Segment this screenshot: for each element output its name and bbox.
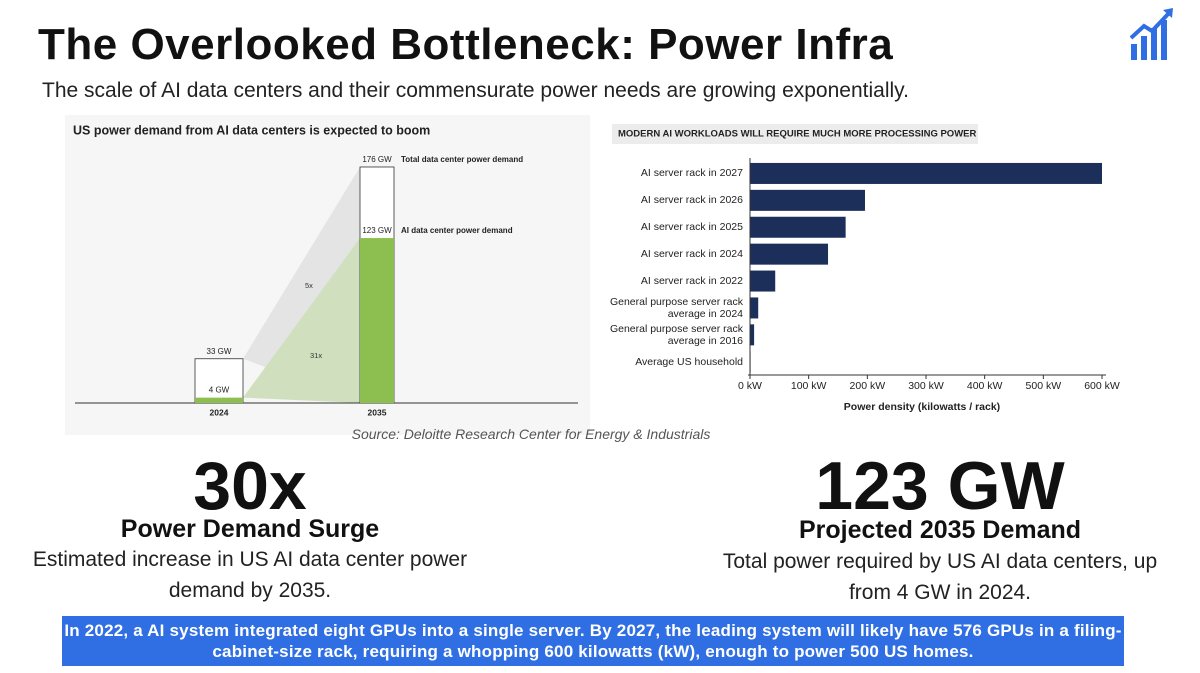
bar [360,238,394,403]
category-label: General purpose server rack average in 2… [609,295,743,320]
legend-label: AI data center power demand [401,226,513,235]
stat-description: Total power required by US AI data cente… [722,550,1158,604]
stat-description: Estimated increase in US AI data center … [32,548,468,602]
category-label: AI server rack in 2022 [640,275,743,288]
stat-heading: Power Demand Surge [120,515,380,543]
category-label: AI server rack in 2024 [640,248,743,261]
x-tick-label: 0 kW [738,380,762,392]
growth-wedge [243,238,360,403]
source-note: Source: Deloitte Research Center for Ene… [351,426,711,442]
x-tick-label: 300 kW [908,380,944,392]
x-tick-label: 400 kW [967,380,1003,392]
callout-banner: In 2022, a AI system integrated eight GP… [62,616,1124,666]
category-label: General purpose server rack average in 2… [609,322,743,347]
stat-value: 123 GW [815,448,1065,524]
demand-chart: US power demand from AI data centers is … [65,115,590,435]
category-label: AI server rack in 2027 [640,167,743,180]
value-label: 176 GW [362,155,392,164]
category-label: Average US household [635,355,743,368]
chart-title: US power demand from AI data centers is … [73,123,430,137]
x-axis-label: Power density (kilowatts / rack) [844,401,1000,413]
bar [750,270,776,292]
chart-title-background [612,124,978,144]
annotation: 31x [310,351,322,360]
x-tick-label: 200 kW [850,380,886,392]
value-label: 33 GW [207,347,232,356]
annotation: 5x [305,281,313,290]
category-label: AI server rack in 2026 [640,194,743,207]
x-tick-label: 2035 [368,407,387,417]
stat-heading: Projected 2035 Demand [798,516,1082,544]
bar [750,189,865,211]
value-label: 123 GW [362,226,392,235]
legend-label: Total data center power demand [401,155,523,164]
category-label: AI server rack in 2025 [640,221,743,234]
bar [750,216,846,238]
slide-subtitle: The scale of AI data centers and their c… [42,79,909,102]
bar [750,162,1102,184]
x-tick-label: 500 kW [1026,380,1062,392]
chart-title: MODERN AI WORKLOADS WILL REQUIRE MUCH MO… [618,129,977,140]
density-chart: MODERN AI WORKLOADS WILL REQUIRE MUCH MO… [612,124,1120,413]
value-label: 4 GW [209,386,230,395]
logo-icon [1129,8,1173,60]
callout-text: In 2022, a AI system integrated eight GP… [64,621,1122,661]
stat-value: 30x [193,448,307,524]
x-tick-label: 600 kW [1084,380,1120,392]
bar [194,358,244,404]
bar [750,297,759,319]
x-tick-label: 100 kW [791,380,827,392]
bar [750,243,829,265]
x-tick-label: 2024 [210,407,229,417]
bar [750,324,755,346]
bar [195,397,243,403]
slide-title: The Overlooked Bottleneck: Power Infra [38,20,894,69]
